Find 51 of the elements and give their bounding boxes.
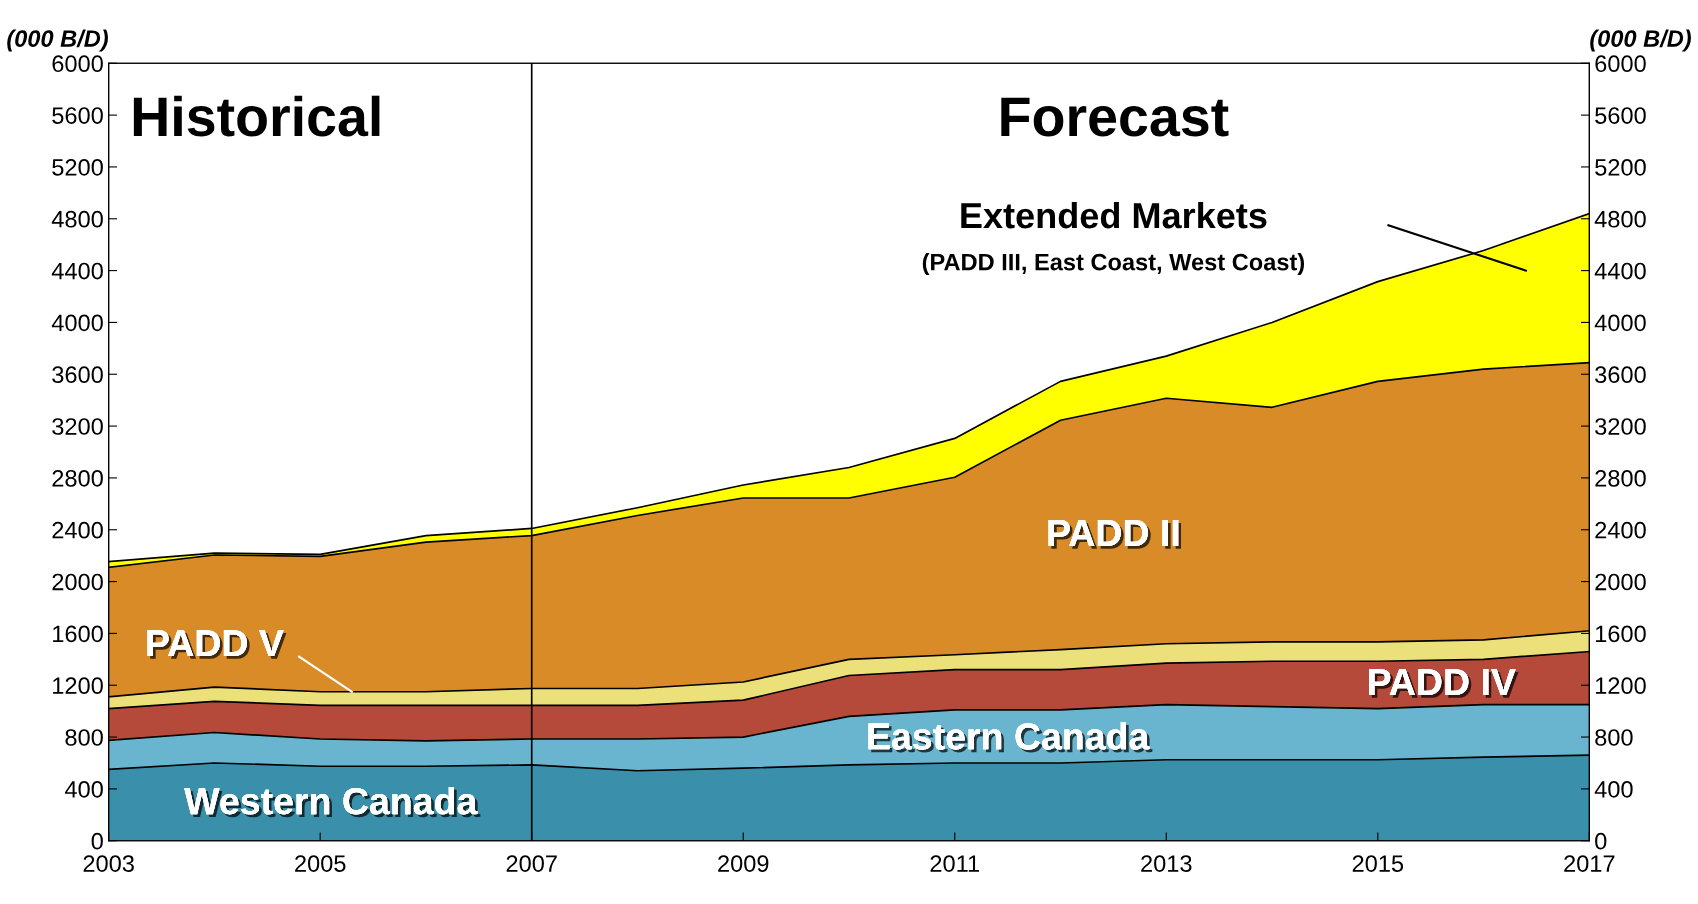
x-tick-label: 2007 bbox=[506, 855, 557, 872]
y2-tick-label: 2400 bbox=[1595, 521, 1646, 539]
y2-tick-label: 4000 bbox=[1594, 314, 1646, 332]
y2-tick-label: 1200 bbox=[1595, 677, 1646, 695]
annotation: Historical bbox=[133, 95, 380, 137]
series-label: Western Canada bbox=[184, 786, 481, 818]
y2-tick-label: 6000 bbox=[1595, 55, 1646, 73]
y2-tick-label: 3600 bbox=[1595, 366, 1646, 384]
y2-tick-label: 5200 bbox=[1595, 159, 1646, 176]
y-tick-label: 4000 bbox=[51, 314, 103, 332]
y2-tick-label: 800 bbox=[1595, 729, 1633, 746]
y2-tick-label: 3200 bbox=[1595, 418, 1646, 435]
series-label: Eastern Canada bbox=[868, 722, 1153, 753]
y-tick-label: 4400 bbox=[51, 262, 103, 280]
y-tick-label: 5200 bbox=[52, 159, 103, 176]
y2-tick-label: 0 bbox=[1595, 832, 1607, 850]
x-tick-label: 2015 bbox=[1352, 855, 1404, 872]
y2-tick-label: 4800 bbox=[1594, 210, 1646, 228]
series-label: PADD II bbox=[1048, 520, 1182, 549]
x-tick-label: 2009 bbox=[718, 855, 769, 872]
y-tick-label: 2000 bbox=[52, 573, 103, 591]
y2-tick-label: 1600 bbox=[1595, 625, 1646, 643]
y2-axis-title: (000 B/D) bbox=[1590, 29, 1691, 52]
y-tick-label: 3200 bbox=[52, 418, 103, 435]
y-tick-label: 400 bbox=[64, 780, 103, 798]
y-tick-label: 4800 bbox=[51, 210, 103, 228]
x-tick-label: 2017 bbox=[1564, 855, 1615, 872]
x-tick-label: 2005 bbox=[295, 855, 346, 872]
y2-tick-label: 5600 bbox=[1595, 107, 1646, 124]
y2-tick-label: 2000 bbox=[1595, 573, 1646, 591]
y-tick-label: 2400 bbox=[52, 521, 103, 539]
y2-tick-label: 4400 bbox=[1594, 262, 1646, 280]
series-label: PADD IV bbox=[1369, 669, 1519, 698]
y-tick-label: 3600 bbox=[52, 366, 103, 384]
y-tick-label: 1200 bbox=[53, 677, 103, 695]
x-tick-label: 2011 bbox=[930, 855, 979, 872]
x-tick-label: 2013 bbox=[1141, 855, 1192, 872]
y-tick-label: 6000 bbox=[52, 55, 103, 73]
series-label: PADD V bbox=[147, 630, 287, 659]
x-tick-label: 2003 bbox=[83, 855, 134, 872]
text: Extended Markets bbox=[961, 201, 1267, 229]
y-tick-label: 5600 bbox=[52, 107, 103, 124]
annotation: (PADD III, East Coast, West Coast) bbox=[922, 253, 1305, 276]
y-axis-title: (000 B/D) bbox=[7, 29, 108, 52]
y-tick-label: 2800 bbox=[52, 469, 103, 487]
y-tick-label: 1600 bbox=[53, 625, 103, 643]
y2-tick-label: 2800 bbox=[1595, 469, 1646, 487]
annotation: Forecast bbox=[1001, 97, 1229, 137]
y-tick-label: 0 bbox=[91, 832, 103, 850]
y2-tick-label: 400 bbox=[1594, 780, 1633, 798]
y-tick-label: 800 bbox=[65, 729, 103, 746]
